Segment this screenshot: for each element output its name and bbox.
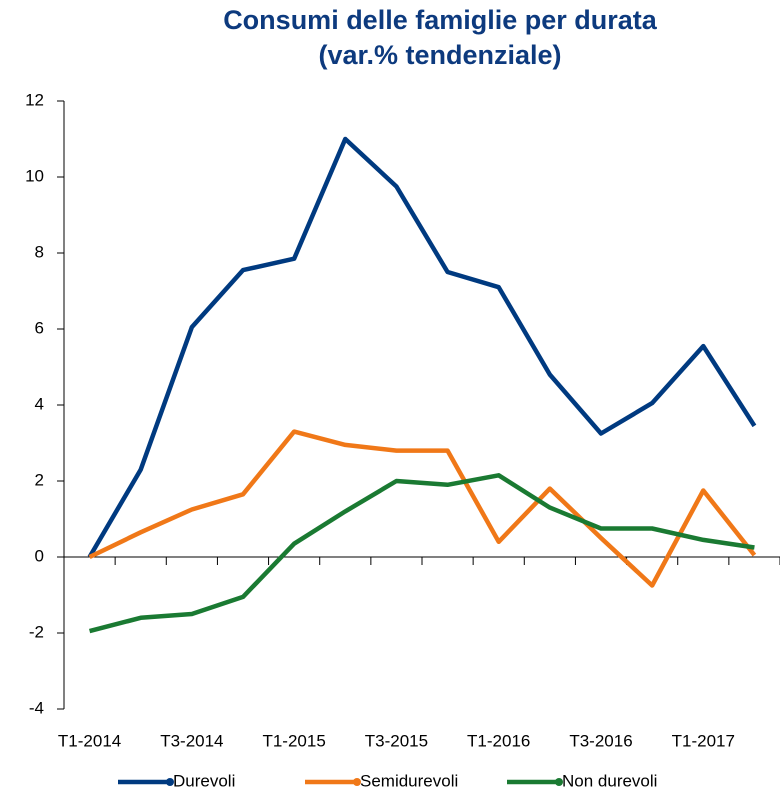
x-tick-label: T1-2015 — [262, 731, 325, 750]
legend-label: Semidurevoli — [360, 771, 458, 790]
legend-swatch-dot — [555, 778, 563, 786]
y-tick-label: 2 — [35, 470, 44, 489]
y-tick-label: -2 — [29, 622, 44, 641]
y-tick-label: -4 — [29, 698, 44, 717]
chart-title: Consumi delle famiglie per durata — [223, 5, 658, 35]
y-tick-label: 6 — [35, 318, 44, 337]
legend-swatch-dot — [353, 778, 361, 786]
x-tick-label: T3-2014 — [160, 731, 223, 750]
legend-label: Non durevoli — [562, 771, 657, 790]
y-tick-label: 12 — [25, 90, 44, 109]
x-tick-label: T3-2015 — [365, 731, 428, 750]
x-tick-label: T1-2014 — [58, 731, 121, 750]
chart-subtitle: (var.% tendenziale) — [318, 40, 561, 70]
series-line — [88, 429, 757, 588]
x-tick-label: T1-2016 — [467, 731, 530, 750]
x-tick-label: T3-2016 — [569, 731, 632, 750]
y-tick-label: 4 — [35, 394, 44, 413]
series-line — [87, 136, 757, 559]
series-line — [89, 473, 755, 634]
y-tick-label: 8 — [35, 242, 44, 261]
y-tick-label: 0 — [35, 546, 44, 565]
y-tick-label: 10 — [25, 166, 44, 185]
legend-label: Durevoli — [173, 771, 235, 790]
x-tick-label: T1-2017 — [672, 731, 735, 750]
legend-swatch-dot — [166, 778, 174, 786]
